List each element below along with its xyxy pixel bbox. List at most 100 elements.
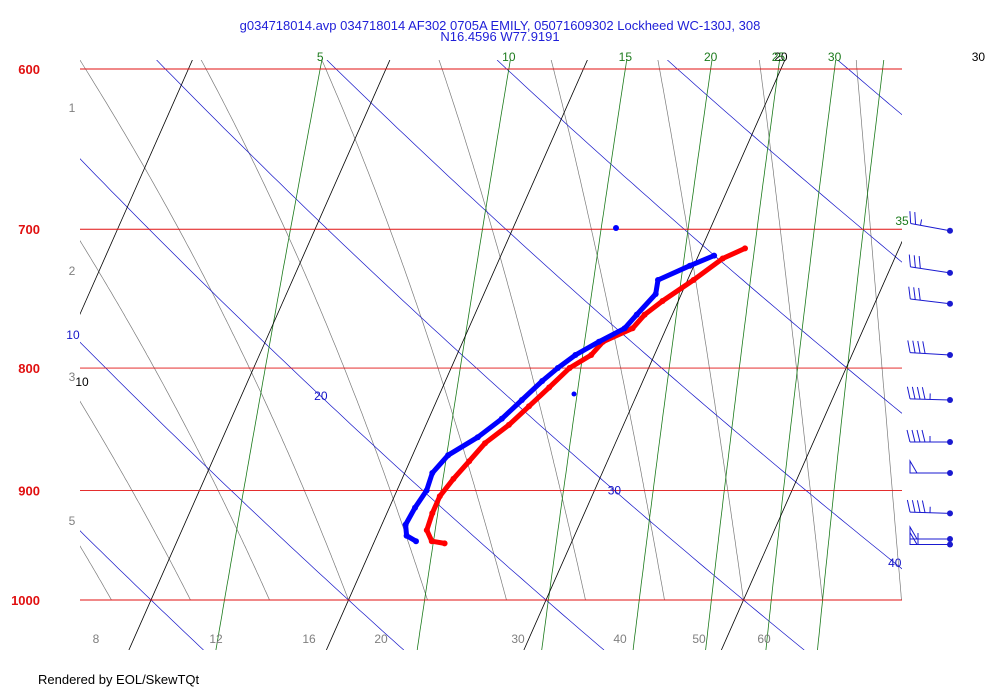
- dry-adiabat: [326, 60, 902, 570]
- wind-barb-feather: [913, 255, 916, 268]
- wind-barb: [906, 499, 953, 517]
- isotherm: [919, 60, 1000, 650]
- wind-barb-pennant: [909, 459, 918, 474]
- wind-barb-pennant: [909, 525, 918, 540]
- dewpoint-trace-point: [655, 277, 661, 283]
- wind-barb-feather: [913, 287, 916, 300]
- temperature-trace-point: [588, 352, 595, 358]
- dry-adiabats: [80, 60, 902, 650]
- chart-title-line-1: g034718014.avp 034718014 AF302 0705A EMI…: [239, 18, 761, 33]
- wind-barb: [909, 525, 953, 542]
- wind-barb-feather: [911, 429, 916, 443]
- dewpoint-trace-point: [518, 397, 525, 403]
- dewpoint-trace-point: [413, 538, 419, 545]
- isotherm-label: 20: [774, 50, 788, 64]
- wind-barb-feather: [906, 429, 911, 443]
- moist-adiabat: [80, 400, 191, 601]
- isotherm: [326, 60, 588, 650]
- wind-barb-feather: [918, 287, 921, 301]
- temperature-trace-point: [482, 440, 488, 447]
- pressure-label: 600: [18, 62, 40, 77]
- dewpoint-trace-point: [571, 391, 577, 397]
- dry-adiabat: [80, 341, 405, 650]
- moist-adiabat: [550, 60, 665, 601]
- wind-barb-staff: [910, 266, 951, 274]
- wind-barb: [906, 429, 953, 446]
- isotherm-label: 30: [972, 50, 986, 64]
- theta-label: 40: [888, 556, 902, 570]
- temperature-trace: [424, 245, 748, 546]
- dry-adiabat: [156, 60, 805, 650]
- moist-adiabat: [80, 240, 270, 601]
- dewpoint-trace-point: [403, 532, 410, 539]
- wind-barb: [909, 459, 953, 477]
- mixing-ratio-label: 10: [502, 50, 516, 64]
- isotherm: [721, 240, 902, 650]
- height-label: 30: [511, 632, 525, 646]
- height-label: 20: [374, 632, 388, 646]
- dewpoint-trace-point: [402, 521, 409, 528]
- temperature-trace-point: [719, 255, 726, 262]
- temperature-trace-point: [566, 365, 573, 371]
- isotherm: [128, 60, 391, 650]
- wind-barb-feather: [908, 254, 911, 267]
- moist-adiabat: [200, 60, 428, 601]
- mixing-ratio-line: [632, 60, 713, 650]
- dry-adiabat: [837, 60, 902, 116]
- wind-barb-feather: [911, 386, 916, 400]
- wind-barb-feather: [906, 386, 911, 399]
- temperature-trace-point: [441, 540, 448, 547]
- height-label: 1: [69, 101, 76, 115]
- isotherms: [80, 60, 1000, 650]
- wind-barb-feather: [918, 256, 921, 269]
- temperature-trace-point: [423, 527, 430, 534]
- wind-barb: [908, 254, 953, 276]
- dewpoint-trace-point: [445, 452, 452, 459]
- dry-adiabat: [496, 60, 902, 414]
- wind-barb-feather: [914, 212, 917, 225]
- renderer-credit: Rendered by EOL/SkewTQt: [38, 672, 200, 687]
- temperature-trace-point: [659, 298, 666, 304]
- height-label: 60: [757, 632, 771, 646]
- wind-barb-feather: [921, 387, 926, 400]
- mixing-ratio-label: 20: [704, 50, 718, 64]
- moist-adiabat: [80, 545, 112, 601]
- mixing-ratio-line: [765, 60, 837, 650]
- mixing-ratio-label: 25: [772, 50, 786, 64]
- height-label: 50: [692, 632, 706, 646]
- height-label: 40: [613, 632, 627, 646]
- temperature-trace-point: [450, 475, 457, 482]
- dewpoint-trace-point: [474, 434, 481, 441]
- axis-labels: 6007008009001000203040506010510152025303…: [11, 50, 986, 646]
- wind-barb-feather: [921, 500, 926, 513]
- dry-adiabat: [80, 530, 204, 650]
- pressure-label: 800: [18, 361, 40, 376]
- sounding-traces: [402, 225, 748, 547]
- moist-adiabat: [438, 60, 586, 601]
- moist-adiabat: [657, 60, 744, 601]
- dewpoint-trace-point: [572, 352, 579, 358]
- mixing-ratio-line: [215, 60, 323, 650]
- isotherm: [80, 60, 193, 316]
- dewpoint-trace-point: [652, 291, 659, 297]
- wind-barb-feather: [916, 386, 921, 400]
- wind-barb-half-feather: [920, 219, 923, 226]
- pressure-label: 900: [18, 483, 40, 498]
- wind-barb-feather: [907, 340, 911, 353]
- pressure-label: 700: [18, 222, 40, 237]
- wind-barb-staff: [910, 223, 951, 232]
- dewpoint-trace-point: [423, 487, 430, 494]
- dewpoint-trace-point: [539, 378, 546, 384]
- isobars: [80, 68, 902, 601]
- height-label: 5: [69, 514, 76, 528]
- theta-label: 20: [314, 389, 328, 403]
- temperature-trace-point: [428, 538, 435, 545]
- height-label: 3: [69, 370, 76, 384]
- wind-barb-feather: [916, 500, 921, 513]
- moist-adiabat: [80, 60, 349, 601]
- dewpoint-trace-point: [498, 415, 505, 422]
- height-label: 12: [209, 632, 223, 646]
- height-label: 16: [302, 632, 316, 646]
- moist-adiabat: [759, 60, 823, 601]
